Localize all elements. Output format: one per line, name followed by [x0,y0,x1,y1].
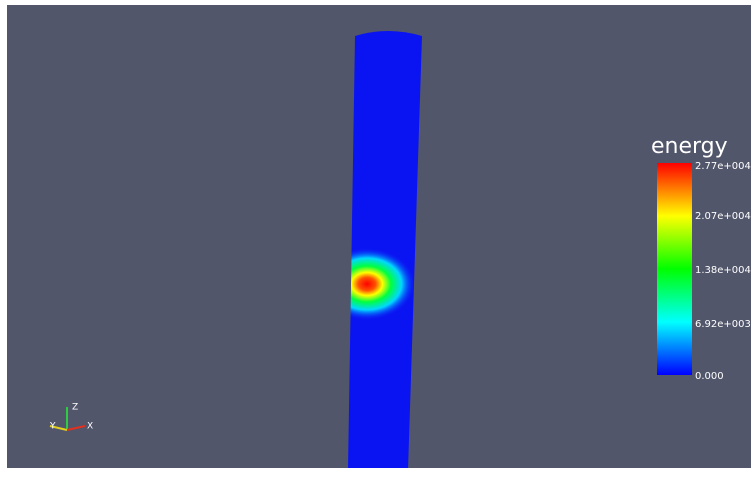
colorbar-label: 2.77e+004 [695,161,751,172]
axis-label: Z [72,403,78,413]
axis-label: Y [49,422,56,432]
colorbar-title: energy [651,134,728,159]
screenshot: energy 2.77e+004 2.07e+004 1.38e+004 6.9… [0,0,751,495]
colorbar-label: 2.07e+004 [695,211,751,222]
colorbar-label: 1.38e+004 [695,265,751,276]
colorbar-label: 6.92e+003 [695,319,751,330]
render-view: energy 2.77e+004 2.07e+004 1.38e+004 6.9… [0,0,751,495]
axis-label: X [87,422,93,432]
colorbar-label: 0.000 [695,371,724,382]
colorbar [657,163,692,375]
